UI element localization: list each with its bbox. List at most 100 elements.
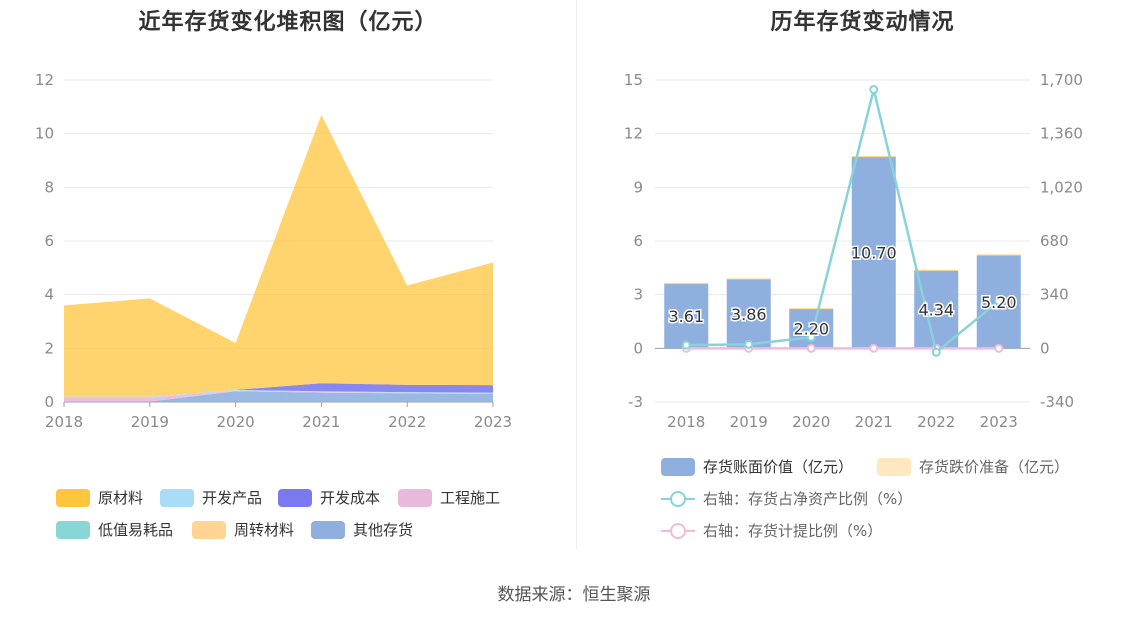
legend-swatch	[56, 520, 90, 539]
y2-tick-label: 1,700	[1040, 71, 1083, 89]
legend-swatch	[661, 457, 695, 476]
y-tick-label: 12	[35, 71, 54, 89]
legend-item-reserve[interactable]: 存货跌价准备（亿元）	[877, 456, 1069, 477]
legend-label: 开发成本	[320, 489, 381, 507]
legend-label: 存货跌价准备（亿元）	[919, 458, 1070, 476]
line-point-prov	[994, 343, 1004, 353]
area-other	[64, 391, 493, 402]
legend-marker	[670, 522, 686, 539]
area-dev_cost	[64, 383, 493, 397]
legend-label: 原材料	[98, 489, 144, 507]
x-tick-label: 2022	[388, 413, 426, 431]
bar-reserve	[976, 254, 1021, 256]
x-tick-label: 2019	[730, 413, 768, 431]
legend-item-provision-ratio[interactable]: 右轴：存货计提比例（%）	[661, 520, 882, 541]
legend-label: 工程施工	[440, 489, 501, 507]
area-dev_product	[64, 389, 493, 398]
legend-item-other[interactable]: 其他存货	[311, 519, 413, 540]
legend-label: 其他存货	[353, 521, 414, 539]
legend-swatch	[661, 490, 695, 508]
legend-item-raw_material[interactable]: 原材料	[56, 487, 143, 508]
legend-item-book-value[interactable]: 存货账面价值（亿元）	[661, 456, 853, 477]
bar-data-label: 2.20	[793, 320, 829, 339]
x-tick-label: 2020	[792, 413, 830, 431]
bar-book-value	[664, 283, 709, 349]
line-point-net	[869, 84, 879, 94]
line-point-net	[806, 332, 816, 342]
stacked-area-chart: 0 2 4 6 8 10 12 2018 2019 2020 2021 2022 2023	[35, 71, 512, 431]
x-tick-label: 2020	[217, 413, 255, 431]
x-tick-label: 2023	[474, 413, 512, 431]
legend-swatch	[311, 520, 345, 539]
y2-tick-label: 1,020	[1040, 178, 1083, 196]
legend-label: 右轴：存货计提比例（%）	[703, 522, 883, 540]
x-tick-label: 2021	[302, 413, 340, 431]
y-tick-label: 6	[44, 232, 54, 250]
y-tick-label: 0	[44, 393, 54, 411]
y-tick-label: -3	[628, 393, 643, 411]
right-legend: 存货账面价值（亿元） 存货跌价准备（亿元） 右轴：存货占净资产比例（%） 右轴：存货计…	[577, 0, 1148, 550]
legend-label: 周转材料	[234, 521, 295, 539]
legend-swatch	[192, 520, 226, 539]
y-tick-label: 12	[624, 125, 643, 143]
y-tick-label: 2	[44, 339, 54, 357]
legend-swatch	[278, 488, 312, 507]
line-point-net	[681, 340, 691, 350]
right-chart-title: 历年存货变动情况	[770, 10, 955, 35]
legend-label: 低值易耗品	[98, 521, 174, 539]
y-tick-label: 15	[624, 71, 643, 89]
y2-tick-label: 0	[1040, 339, 1050, 357]
legend-swatch	[661, 522, 695, 540]
panel-divider	[576, 0, 577, 550]
y-tick-label: 4	[44, 286, 54, 304]
inventory-change-panel: 历年存货变动情况 -3 -340 0 0 3 340 6 680 9 1,020 12 1,360 15…	[577, 0, 1148, 550]
bar-reserve	[789, 308, 834, 310]
x-tick-label: 2022	[917, 413, 955, 431]
legend-item-turnover[interactable]: 周转材料	[192, 519, 294, 540]
legend-label: 开发产品	[202, 489, 263, 507]
y2-tick-label: 340	[1040, 286, 1069, 304]
x-tick-label: 2018	[45, 413, 83, 431]
left-legend: 原材料 开发产品 开发成本 工程施工低值易耗品 周转材料 其他存货	[0, 0, 576, 550]
bar-book-value	[914, 270, 959, 349]
legend-marker	[670, 490, 686, 507]
legend-item-engineering[interactable]: 工程施工	[398, 487, 500, 508]
legend-swatch	[877, 457, 911, 476]
bar-book-value	[726, 279, 771, 349]
area-engineering	[64, 390, 493, 402]
x-tick-label: 2019	[131, 413, 169, 431]
y-tick-label: 8	[44, 178, 54, 196]
legend-item-net-ratio[interactable]: 右轴：存货占净资产比例（%）	[661, 488, 912, 509]
bar-reserve	[914, 269, 959, 272]
legend-label: 右轴：存货占净资产比例（%）	[703, 490, 913, 508]
y-tick-label: 10	[35, 125, 54, 143]
legend-swatch	[398, 488, 432, 507]
line-point-net	[744, 339, 754, 349]
y2-tick-label: -340	[1040, 393, 1074, 411]
bar-reserve	[726, 278, 771, 280]
legend-swatch	[56, 488, 90, 507]
legend-item-low_value[interactable]: 低值易耗品	[56, 519, 173, 540]
legend-item-dev_cost[interactable]: 开发成本	[278, 487, 380, 508]
bar-reserve	[851, 156, 896, 158]
left-chart-title: 近年存货变化堆积图（亿元）	[138, 10, 438, 35]
area-raw_material	[64, 114, 493, 397]
y2-tick-label: 680	[1040, 232, 1069, 250]
bar-line-chart: -3 -340 0 0 3 340 6 680 9 1,020 12 1,360 15 1,700 2018…	[624, 71, 1083, 431]
legend-swatch	[160, 488, 194, 507]
line-point-prov	[806, 343, 816, 353]
y-tick-label: 3	[633, 286, 643, 304]
y-tick-label: 6	[633, 232, 643, 250]
bar-data-label: 3.61	[668, 307, 704, 326]
line-point-net	[931, 347, 941, 357]
inventory-stacked-area-panel: 近年存货变化堆积图（亿元） 0 2 4 6 8 10 12 2018 2019 2020 2021 2…	[0, 0, 576, 550]
bar-data-label: 5.20	[981, 293, 1017, 312]
x-tick-label: 2018	[667, 413, 705, 431]
line-point-net	[994, 296, 1004, 306]
legend-item-dev_product[interactable]: 开发产品	[160, 487, 262, 508]
x-tick-label: 2021	[855, 413, 893, 431]
line-net	[686, 89, 1000, 355]
y-tick-label: 9	[633, 178, 643, 196]
bar-data-label: 3.86	[731, 305, 767, 324]
legend-label: 存货账面价值（亿元）	[703, 458, 854, 476]
